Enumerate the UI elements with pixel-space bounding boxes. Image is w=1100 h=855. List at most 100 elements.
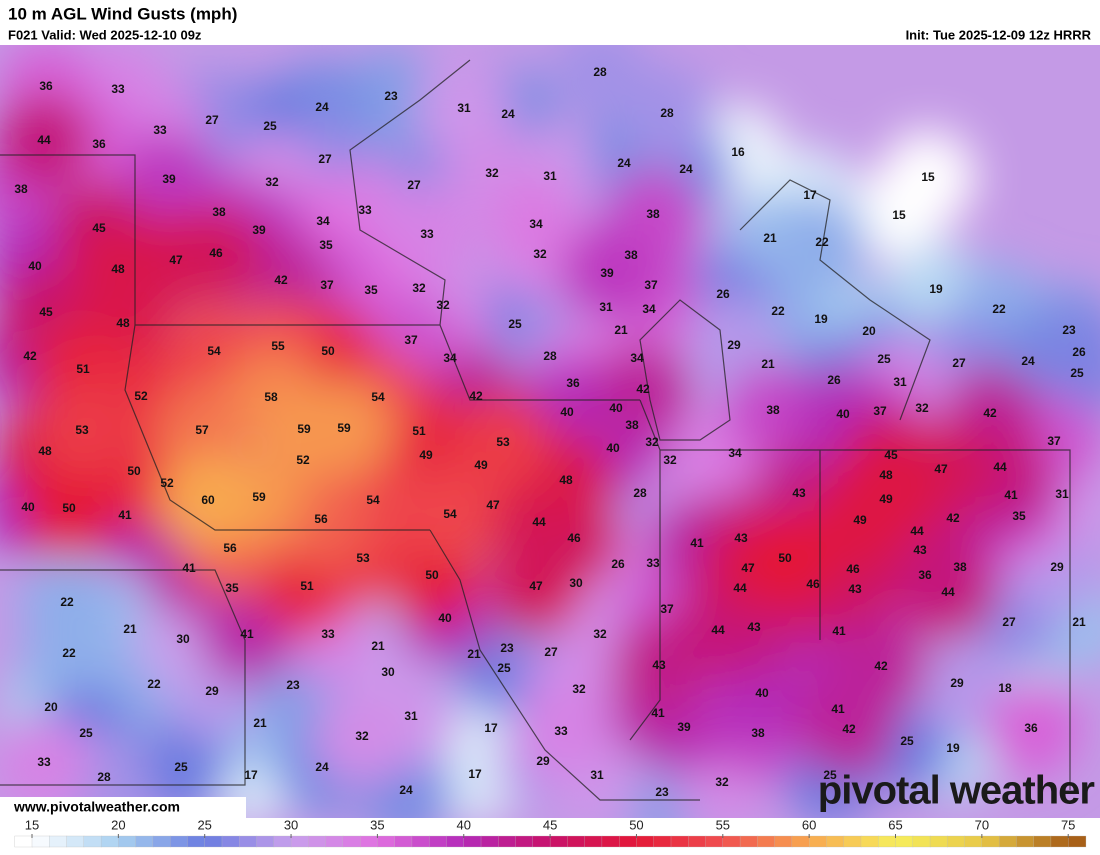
gust-label: 21: [763, 231, 777, 245]
gust-label: 25: [877, 352, 891, 366]
gust-label: 44: [532, 515, 546, 529]
gust-label: 21: [371, 639, 385, 653]
gust-cell: [983, 681, 1079, 777]
colorbar-cell: [1016, 835, 1035, 848]
gust-label: 32: [265, 175, 279, 189]
colorbar-cell: [791, 835, 810, 848]
gust-label: 22: [815, 235, 829, 249]
gust-label: 41: [182, 561, 196, 575]
colorbar-cell: [722, 835, 741, 848]
gust-label: 38: [624, 248, 638, 262]
gust-label: 46: [209, 246, 223, 260]
gust-label: 40: [21, 500, 35, 514]
gust-label: 26: [611, 557, 625, 571]
gust-label: 27: [205, 113, 219, 127]
gust-label: 35: [225, 581, 239, 595]
gust-field: [0, 45, 1100, 818]
gust-label: 37: [404, 333, 418, 347]
gust-label: 36: [92, 137, 106, 151]
gust-label: 48: [111, 262, 125, 276]
colorbar-cell: [601, 835, 620, 848]
gust-label: 45: [39, 305, 53, 319]
gust-label: 29: [1050, 560, 1064, 574]
colorbar-cell: [912, 835, 931, 848]
gust-label: 24: [679, 162, 693, 176]
gust-label: 52: [134, 389, 148, 403]
colorbar-cell: [998, 835, 1018, 848]
gust-label: 54: [371, 390, 385, 404]
gust-label: 35: [364, 283, 378, 297]
colorbar-tick-label: 70: [975, 817, 989, 832]
gust-label: 25: [508, 317, 522, 331]
gust-label: 26: [827, 373, 841, 387]
gust-label: 20: [862, 324, 876, 338]
gust-label: 24: [617, 156, 631, 170]
gust-label: 46: [806, 577, 820, 591]
gust-label: 24: [399, 783, 413, 797]
gust-cell: [21, 461, 117, 557]
gust-label: 34: [316, 214, 330, 228]
gust-cell: [296, 381, 392, 477]
gust-label: 21: [467, 647, 481, 661]
gust-label: 36: [566, 376, 580, 390]
gust-label: 59: [297, 422, 311, 436]
colorbar-cell: [895, 835, 914, 848]
gust-label: 40: [28, 259, 42, 273]
gust-cell: [619, 66, 715, 162]
gust-label: 39: [252, 223, 266, 237]
colorbar-cell: [929, 835, 948, 848]
colorbar-cell: [359, 835, 379, 848]
gust-label: 43: [848, 582, 862, 596]
gust-label: 49: [474, 458, 488, 472]
gust-cell: [133, 720, 229, 816]
gust-label: 22: [62, 646, 76, 660]
gust-cell: [774, 195, 870, 291]
gust-label: 44: [37, 133, 51, 147]
colorbar-tick-label: 45: [543, 817, 557, 832]
gust-label: 42: [842, 722, 856, 736]
colorbar-cell: [14, 835, 33, 848]
gust-label: 48: [879, 468, 893, 482]
gust-label: 42: [274, 273, 288, 287]
gust-label: 33: [111, 82, 125, 96]
gust-label: 23: [384, 89, 398, 103]
gust-cell: [851, 168, 947, 264]
gust-label: 21: [614, 323, 628, 337]
gust-cell: [812, 473, 908, 569]
gust-label: 49: [879, 492, 893, 506]
colorbar-cell: [843, 835, 862, 848]
colorbar-cell: [981, 835, 1000, 848]
gust-label: 24: [1021, 354, 1035, 368]
gust-label: 24: [315, 100, 329, 114]
gust-label: 41: [832, 624, 846, 638]
gust-label: 33: [646, 556, 660, 570]
gust-label: 32: [533, 247, 547, 261]
colorbar-cell: [739, 835, 758, 848]
gust-label: 39: [677, 720, 691, 734]
gust-cell: [488, 177, 584, 273]
gust-label: 60: [201, 493, 215, 507]
colorbar-cell: [826, 835, 845, 848]
colorbar-cell: [170, 835, 189, 848]
colorbar-tick-label: 40: [457, 817, 471, 832]
colorbar-tick-label: 55: [716, 817, 730, 832]
colorbar-cell: [1050, 835, 1069, 848]
gust-label: 38: [212, 205, 226, 219]
colorbar-cell: [809, 835, 828, 848]
gust-label: 38: [953, 560, 967, 574]
gust-label: 43: [652, 658, 666, 672]
gust-label: 42: [23, 349, 37, 363]
gust-label: 29: [205, 684, 219, 698]
gust-label: 39: [162, 172, 176, 186]
gust-label: 31: [1055, 487, 1069, 501]
gust-label: 44: [733, 581, 747, 595]
gust-label: 31: [457, 101, 471, 115]
gust-label: 22: [60, 595, 74, 609]
colorbar-cell: [49, 835, 68, 848]
colorbar-cell: [567, 835, 586, 848]
gust-label: 50: [62, 501, 76, 515]
colorbar-cell: [187, 835, 206, 848]
gust-label: 41: [690, 536, 704, 550]
colorbar-cell: [549, 835, 569, 848]
